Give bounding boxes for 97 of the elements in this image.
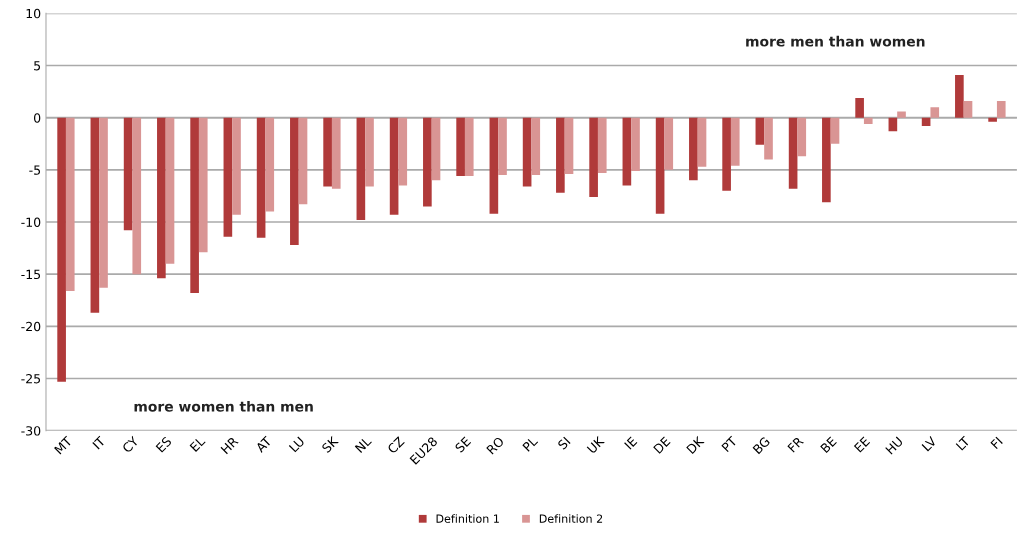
annotation: more women than men — [134, 401, 313, 412]
bar — [664, 117, 674, 170]
bar — [855, 97, 864, 118]
bar — [697, 117, 707, 167]
bar — [764, 117, 773, 160]
bar — [365, 117, 374, 187]
bar — [223, 117, 233, 237]
y-tick-label: -30 — [21, 426, 41, 436]
bar — [589, 117, 598, 197]
bar — [398, 117, 408, 186]
x-tick-label: RO — [486, 436, 505, 455]
y-tick-label: -15 — [21, 269, 41, 280]
bar — [631, 117, 640, 171]
bar — [431, 117, 441, 181]
bar — [788, 117, 798, 189]
bar — [797, 117, 807, 157]
bar — [822, 117, 831, 203]
x-tick-label: NL — [354, 435, 372, 453]
y-tick-label: 5 — [34, 61, 41, 71]
bar — [531, 117, 541, 176]
y-tick-label: -5 — [29, 165, 41, 175]
bar — [489, 117, 499, 214]
annotation: more men than women — [746, 35, 925, 47]
bar — [65, 117, 75, 291]
x-tick-label: LU — [288, 436, 305, 453]
bar — [730, 117, 740, 166]
x-tick-label: BE — [820, 436, 837, 454]
bar — [955, 74, 964, 118]
x-tick-label: HU — [885, 436, 904, 455]
y-tick-label: 10 — [26, 8, 41, 19]
x-tick-label: SK — [321, 435, 339, 454]
bar — [722, 117, 731, 191]
y-tick-label: -10 — [21, 217, 41, 227]
bar — [564, 117, 574, 175]
bar — [423, 117, 432, 207]
x-tick-label: DK — [686, 435, 705, 454]
bar — [290, 117, 299, 245]
x-tick-label: LT — [955, 435, 971, 451]
bar — [988, 117, 997, 122]
bar — [522, 117, 532, 187]
bar — [389, 117, 399, 215]
y-tick-label: 0 — [34, 113, 41, 123]
bar — [930, 107, 940, 118]
bar — [356, 117, 366, 220]
x-tick-label: AT — [255, 435, 273, 453]
bar — [157, 117, 166, 279]
bar — [655, 117, 665, 214]
bar — [99, 117, 108, 288]
x-tick-label: EL — [189, 435, 206, 452]
x-tick-label: SE — [454, 436, 472, 453]
x-tick-label: FI — [990, 436, 1003, 450]
bar — [597, 117, 607, 173]
x-tick-label: CY — [121, 435, 140, 454]
bar — [331, 117, 341, 189]
bar — [256, 117, 266, 238]
x-tick-label: IE — [624, 436, 638, 450]
bar — [123, 117, 133, 231]
bar — [323, 117, 332, 187]
bar — [689, 117, 698, 181]
bar — [90, 117, 100, 313]
legend-label: Definition 1 — [436, 514, 499, 523]
x-tick-label: LV — [921, 435, 938, 452]
x-tick-label: IT — [92, 435, 106, 450]
x-tick-label: ES — [155, 436, 173, 453]
x-tick-label: DE — [653, 436, 671, 454]
bar — [622, 117, 632, 186]
bar — [464, 117, 474, 177]
bar — [556, 117, 565, 193]
bar — [190, 117, 199, 293]
x-tick-label: EE — [853, 436, 871, 453]
bar — [132, 117, 142, 275]
x-tick-label: CZ — [386, 436, 405, 455]
x-tick-label: UK — [586, 435, 605, 454]
bar — [232, 117, 241, 215]
bar — [897, 111, 906, 118]
x-tick-label: MT — [54, 435, 73, 455]
bar — [265, 117, 275, 212]
x-tick-label: FR — [787, 436, 804, 453]
bar — [963, 101, 973, 118]
bar — [198, 117, 208, 253]
bar — [996, 101, 1006, 118]
bar — [456, 117, 465, 177]
y-tick-label: -20 — [21, 321, 41, 332]
bar — [830, 117, 840, 144]
bar — [863, 117, 873, 124]
bar — [755, 117, 765, 145]
bar — [298, 117, 308, 205]
bar — [498, 117, 507, 176]
legend-label: Definition 2 — [539, 514, 603, 523]
x-tick-label: SI — [557, 436, 571, 451]
y-tick-label: -25 — [21, 373, 41, 384]
bar — [165, 117, 175, 264]
x-tick-label: HR — [220, 436, 239, 455]
bar — [57, 117, 66, 382]
x-tick-label: BG — [752, 436, 771, 455]
x-tick-label: PT — [721, 435, 738, 453]
x-tick-label: PL — [522, 435, 539, 452]
